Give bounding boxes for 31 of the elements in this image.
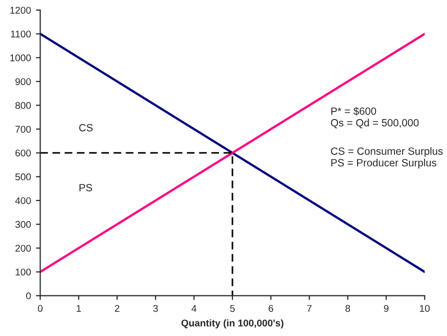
x-tick-label: 4 <box>192 305 196 312</box>
x-tick-label: 3 <box>153 304 158 312</box>
annotation: P* = $600 <box>331 107 376 116</box>
annotation: PS <box>80 184 92 192</box>
y-tick-label: 700 <box>15 126 31 133</box>
y-tick-label: 400 <box>15 197 31 204</box>
x-tick-label: 7 <box>307 305 312 312</box>
y-tick-label: 800 <box>15 102 31 109</box>
x-tick-label: 8 <box>345 304 350 312</box>
y-tick-label: 1000 <box>10 54 31 62</box>
x-tick-label: 10 <box>420 304 430 312</box>
y-tick-label: 500 <box>15 173 31 180</box>
y-tick-label: 1200 <box>10 6 31 14</box>
x-axis-title: Quantity (in 100,000's) <box>181 319 284 328</box>
y-tick-label: 300 <box>15 221 31 228</box>
x-tick-label: 9 <box>384 304 388 312</box>
annotation: CS <box>79 124 93 132</box>
y-tick-label: 600 <box>15 150 31 156</box>
x-tick-label: 1 <box>76 305 81 312</box>
y-tick-label: 0 <box>26 292 31 300</box>
x-tick-label: 6 <box>268 304 274 312</box>
annotation: CS = Consumer Surplus <box>330 147 443 157</box>
x-tick-label: 5 <box>230 305 235 312</box>
y-tick-label: 900 <box>15 78 31 86</box>
y-tick-label: 1100 <box>11 30 31 38</box>
annotation: Qs = Qd = 500,000 <box>330 118 419 128</box>
x-tick-label: 2 <box>114 304 120 312</box>
y-tick-label: 200 <box>15 244 31 252</box>
y-tick-label: 100 <box>16 268 31 276</box>
annotation: PS = Producer Surplus <box>331 158 436 168</box>
x-tick-label: 0 <box>38 304 43 312</box>
